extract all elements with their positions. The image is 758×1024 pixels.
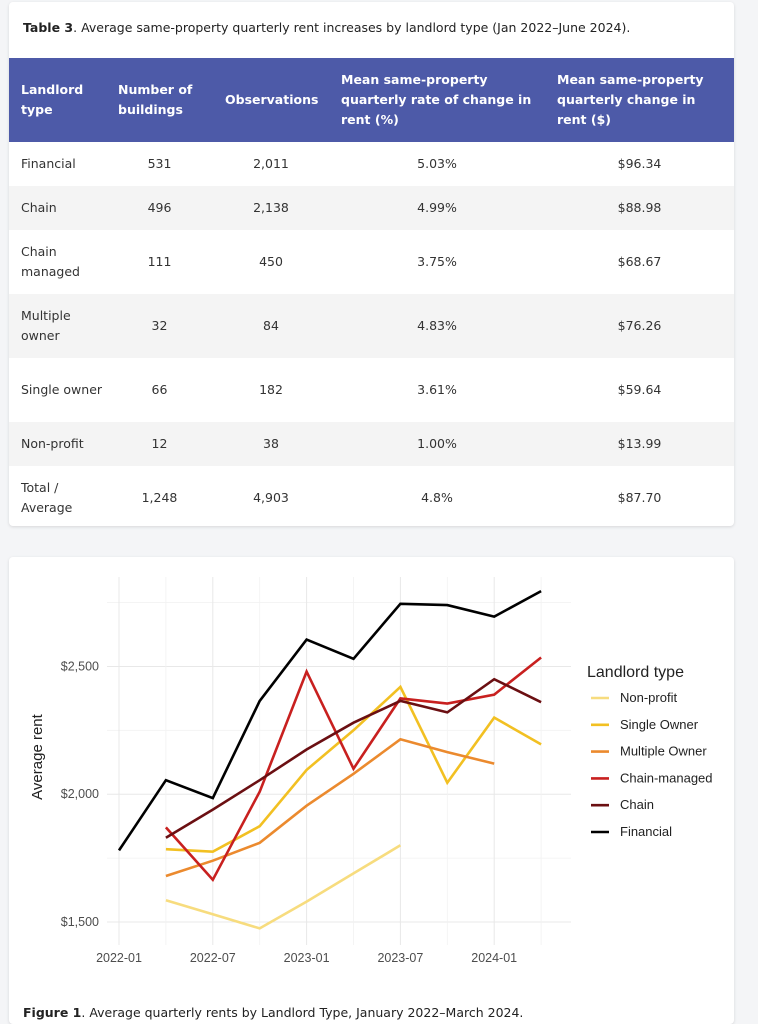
- cell-landlord-type: Single owner: [21, 382, 103, 397]
- x-tick-label: 2022-07: [190, 951, 236, 965]
- header-rate-of-change: Mean same-property quarterly rate of cha…: [341, 72, 532, 127]
- table-row-financial: Financial 531 2,011 5.03% $96.34: [9, 142, 734, 186]
- cell-observations: 182: [259, 382, 283, 397]
- line-chart: $1,500 $2,000 $2,500 2022-01 2022-07 2023-01 2…: [29, 577, 713, 965]
- cell-rate-change: 4.83%: [417, 318, 457, 333]
- chart-legend: Landlord type Non-profit Single Owner Mult…: [587, 664, 713, 839]
- cell-landlord-type: Chain: [21, 200, 57, 215]
- table-caption-label: Table 3: [23, 20, 74, 35]
- cell-landlord-type: Chain managed: [21, 244, 80, 279]
- cell-dollar-change: $88.98: [617, 200, 662, 215]
- chart-card: $1,500 $2,000 $2,500 2022-01 2022-07 2023-01 2…: [9, 557, 734, 1024]
- cell-landlord-type: Multiple owner: [21, 308, 71, 343]
- table-body: Financial 531 2,011 5.03% $96.34 Chain 496 2,13…: [9, 142, 734, 530]
- chart-axes: $1,500 $2,000 $2,500 2022-01 2022-07 2023-01 2…: [61, 659, 517, 965]
- cell-observations: 84: [263, 318, 279, 333]
- header-change-dollars: Mean same-property quarterly change in r…: [557, 72, 704, 127]
- table-row-total-average: Total / Average 1,248 4,903 4.8% $87.70: [9, 466, 734, 530]
- x-tick-label: 2023-01: [284, 951, 330, 965]
- cell-landlord-type: Non-profit: [21, 436, 84, 451]
- cell-buildings: 496: [147, 200, 172, 215]
- series-line-non-profit: [165, 844, 402, 930]
- cell-buildings: 111: [147, 254, 172, 269]
- cell-rate-change: 4.99%: [417, 200, 457, 215]
- y-tick-label: $1,500: [61, 915, 99, 929]
- cell-buildings: 531: [147, 156, 172, 171]
- chart-series-lines: [117, 589, 542, 930]
- figure-caption: Figure 1. Average quarterly rents by Lan…: [23, 1005, 523, 1020]
- cell-buildings: 66: [151, 382, 168, 397]
- legend-label-multiple-owner: Multiple Owner: [620, 744, 707, 759]
- cell-observations: 38: [263, 436, 279, 451]
- cell-dollar-change: $96.34: [617, 156, 662, 171]
- cell-dollar-change: $68.67: [617, 254, 662, 269]
- y-tick-label: $2,500: [61, 659, 99, 673]
- cell-rate-change: 5.03%: [417, 156, 457, 171]
- cell-observations: 2,138: [253, 200, 289, 215]
- cell-dollar-change: $76.26: [617, 318, 662, 333]
- legend-title: Landlord type: [587, 664, 684, 681]
- legend-label-single-owner: Single Owner: [620, 717, 699, 732]
- cell-buildings: 12: [151, 436, 168, 451]
- cell-dollar-change: $87.70: [617, 490, 662, 505]
- legend-label-non-profit: Non-profit: [620, 690, 677, 705]
- x-tick-label: 2022-01: [96, 951, 142, 965]
- y-axis-label: Average rent: [29, 713, 46, 799]
- table-caption: Table 3. Average same-property quarterly…: [23, 20, 630, 35]
- header-landlord-type: Landlord type: [21, 82, 84, 117]
- table-row-multiple-owner: Multiple owner 32 84 4.83% $76.26: [9, 294, 734, 358]
- table-header-row: Landlord type Number of buildings Observ…: [9, 58, 734, 142]
- series-line-financial: [117, 589, 542, 852]
- cell-buildings: 1,248: [141, 490, 178, 505]
- cell-observations: 4,903: [253, 490, 289, 505]
- chart-grid: [107, 577, 571, 945]
- table-caption-text: . Average same-property quarterly rent i…: [73, 20, 631, 35]
- rent-table: Landlord type Number of buildings Observ…: [9, 58, 734, 530]
- cell-landlord-type: Total / Average: [21, 480, 73, 515]
- table-row-single-owner: Single owner 66 182 3.61% $59.64: [9, 358, 734, 422]
- table-row-non-profit: Non-profit 12 38 1.00% $13.99: [9, 422, 734, 466]
- figure-caption-text: . Average quarterly rents by Landlord Ty…: [81, 1005, 524, 1020]
- table-row-chain-managed: Chain managed 111 450 3.75% $68.67: [9, 230, 734, 294]
- header-number-of-buildings: Number of buildings: [118, 82, 193, 117]
- cell-observations: 2,011: [253, 156, 289, 171]
- series-line-single-owner: [165, 684, 542, 854]
- legend-label-chain-managed: Chain-managed: [620, 770, 713, 785]
- x-tick-label: 2024-01: [471, 951, 517, 965]
- cell-dollar-change: $13.99: [617, 436, 662, 451]
- cell-landlord-type: Financial: [21, 156, 76, 171]
- series-line-multiple-owner: [165, 737, 495, 878]
- table-card: Table 3. Average same-property quarterly…: [9, 2, 734, 526]
- cell-observations: 450: [259, 254, 283, 269]
- cell-rate-change: 3.61%: [417, 382, 457, 397]
- table-row-chain: Chain 496 2,138 4.99% $88.98: [9, 186, 734, 230]
- y-tick-label: $2,000: [61, 787, 99, 801]
- series-line-chain: [165, 677, 542, 839]
- figure-caption-label: Figure 1: [23, 1005, 82, 1020]
- series-line-chain-managed: [164, 656, 542, 883]
- cell-buildings: 32: [151, 318, 168, 333]
- cell-rate-change: 3.75%: [417, 254, 457, 269]
- legend-label-chain: Chain: [620, 797, 654, 812]
- cell-dollar-change: $59.64: [617, 382, 662, 397]
- legend-label-financial: Financial: [620, 824, 672, 839]
- cell-rate-change: 1.00%: [417, 436, 457, 451]
- cell-rate-change: 4.8%: [421, 490, 453, 505]
- x-tick-label: 2023-07: [377, 951, 423, 965]
- header-observations: Observations: [225, 92, 319, 107]
